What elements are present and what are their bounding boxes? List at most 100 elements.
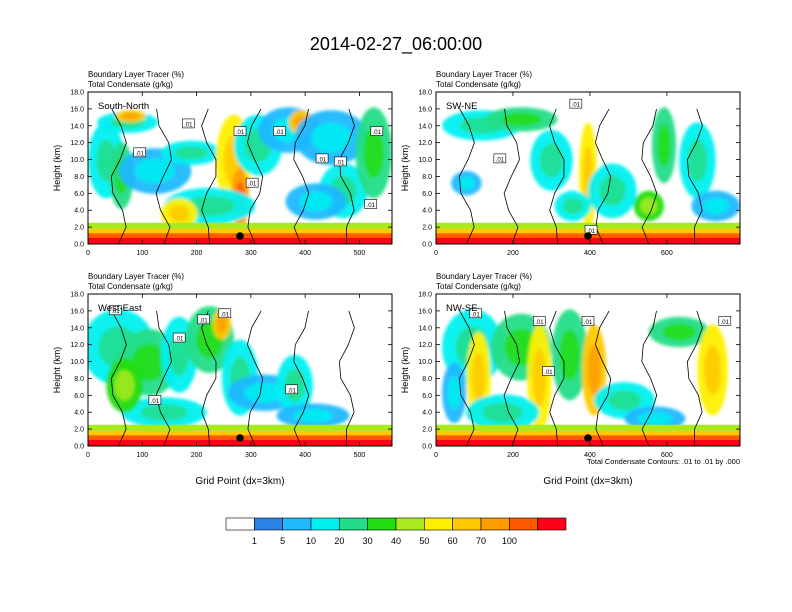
y-tick-label: 8.0 [422,174,432,181]
tracer-blob-core [704,344,721,396]
colorbar-label: 1 [252,536,257,546]
colorbar-label: 20 [334,536,344,546]
contour-label-box [569,98,583,109]
contour-label: .01 [184,122,193,128]
contour-label: .01 [544,370,553,376]
contour-label: .01 [367,203,376,209]
condensate-contours [110,310,355,446]
tracer-blob-core [216,316,227,333]
tracer-blob-core [114,370,135,401]
contour-line [110,108,127,244]
contour-label: .01 [248,182,257,188]
contour-line [549,310,565,446]
y-tick-label: 8.0 [74,376,84,383]
contour-line [503,310,520,446]
contour-label-box [197,314,210,325]
contour-note: Total Condensate Contours: .01 to .01 by… [587,457,740,466]
panel-nw-se: Boundary Layer Tracer (%)Total Condensat… [400,272,741,487]
panel-subtitle-contour: Total Condensate (g/kg) [436,282,521,291]
contour-label: .01 [572,103,581,109]
contour-label: .01 [136,151,145,157]
y-tick-label: 2.0 [74,225,84,232]
contour-label-box [285,384,298,395]
contour-label-box [364,199,378,209]
contour-label-box [370,126,384,136]
x-tick-label: 200 [507,452,519,459]
x-tick-label: 0 [434,250,438,257]
y-tick-label: 0.0 [74,242,84,249]
x-tick-label: 0 [86,452,90,459]
tracer-field: .01 .01 .01 .01 .01 .01 [88,294,392,446]
contour-label-box [533,316,546,326]
condensate-contours [110,108,355,244]
colorbar-label: 100 [502,536,517,546]
colorbar-label: 40 [391,536,401,546]
x-tick-label: 300 [245,250,257,257]
contour-line [594,108,612,244]
contour-line [594,310,612,446]
contour-label: .01 [496,157,505,163]
colorbar-label: 10 [306,536,316,546]
condensate-contours [458,108,703,244]
panel-frame [435,91,741,245]
tracer-blob-core [482,402,523,423]
tracer-blob-core [169,205,190,222]
y-tick-label: 2.0 [74,427,84,434]
tracer-blob-core [447,376,461,410]
contour-label-box [334,156,347,167]
contour-label-box [109,305,122,316]
x-tick-label: 100 [136,250,148,257]
y-tick-label: 16.0 [418,106,432,113]
tracer-blob-core [174,146,209,160]
figure-title: 2014-02-27_06:00:00 [310,34,482,55]
contour-line [293,310,310,446]
contour-line [293,108,310,244]
colorbar-label: 70 [476,536,486,546]
contour-label: .01 [275,130,284,136]
contour-label-box [469,308,482,319]
boundary-layer-band [436,237,740,244]
location-marker [584,434,592,442]
panel-west-east: Boundary Layer Tracer (%)Total Condensat… [52,272,393,487]
location-marker [236,434,244,442]
location-marker [236,232,244,240]
y-tick-label: 0.0 [74,444,84,451]
colorbar: 1 5 10 20 30 40 50 60 70 100 [225,517,567,546]
x-axis-label: Grid Point (dx=3km) [195,476,284,487]
contour-label: .01 [288,388,297,394]
x-tick-label: 400 [584,452,596,459]
contour-label: .01 [111,309,120,315]
boundary-layer-band [88,430,392,437]
contour-line [686,108,703,244]
contour-line [201,310,217,446]
contour-label-box [218,308,232,319]
contour-label-box [172,332,186,343]
panel-subtitle-fill: Boundary Layer Tracer (%) [436,272,532,281]
x-tick-label: 400 [584,250,596,257]
y-tick-label: 18.0 [70,90,84,97]
contour-line [549,108,565,244]
contour-line [155,108,172,244]
y-axis-label: Height (km) [400,347,410,394]
tracer-blob-core [132,344,166,381]
panel-label: NW-SE [446,303,478,314]
y-tick-label: 0.0 [422,242,432,249]
y-tick-label: 18.0 [70,292,84,299]
y-tick-label: 0.0 [422,444,432,451]
tracer-blob-core [598,175,626,206]
colorbar-swatch [310,517,340,531]
contour-label: .01 [373,130,382,136]
y-tick-label: 14.0 [70,123,84,130]
tracer-blob-core [471,352,486,403]
panel-subtitle-fill: Boundary Layer Tracer (%) [88,272,184,281]
contour-label-box [148,395,162,405]
boundary-layer-band [88,237,392,244]
tracer-field: .01 .01 .01 .01 .01 [436,294,740,446]
contour-label: .01 [151,399,160,405]
boundary-layer-band [436,424,740,433]
x-tick-label: 200 [507,250,519,257]
panels: Boundary Layer Tracer (%)Total Condensat… [52,70,741,487]
tracer-blob-core [539,143,564,178]
contour-line [201,108,217,244]
x-tick-label: 0 [434,452,438,459]
